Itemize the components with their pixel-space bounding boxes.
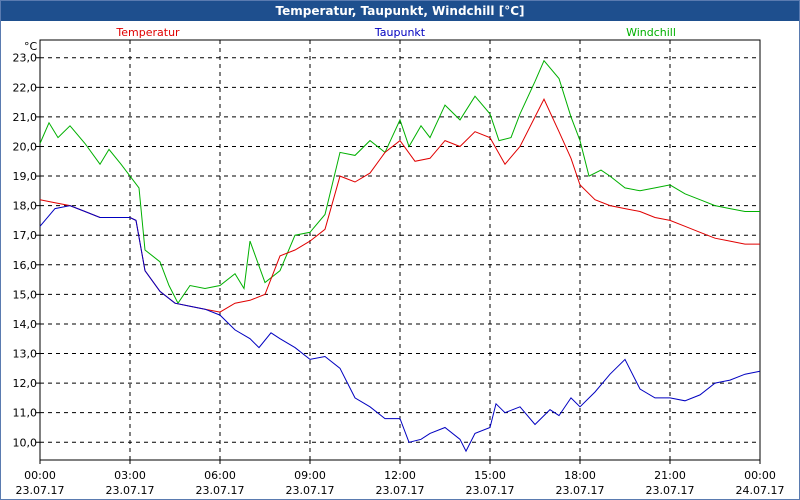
y-tick-label: 11,0 xyxy=(13,407,38,420)
x-tick-time: 21:00 xyxy=(654,469,686,482)
x-tick-time: 12:00 xyxy=(384,469,416,482)
x-tick-date: 23.07.17 xyxy=(16,484,65,497)
y-axis: 10,0 11,0 12,0 13,0 14,0 15,0 16,0 17,0 18,0 19,0… xyxy=(13,52,40,449)
y-tick-label: 13,0 xyxy=(13,348,38,361)
x-tick-date: 23.07.17 xyxy=(196,484,245,497)
x-tick-time: 15:00 xyxy=(474,469,506,482)
x-tick-date: 23.07.17 xyxy=(466,484,515,497)
x-tick-time: 09:00 xyxy=(294,469,326,482)
y-tick-label: 23,0 xyxy=(13,52,38,65)
series-line-taupunkt xyxy=(39,205,761,453)
y-tick-label: 20,0 xyxy=(13,140,38,153)
y-tick-label: 22,0 xyxy=(13,81,38,94)
legend: Temperatur Taupunkt Windchill xyxy=(115,26,676,39)
legend-entry-windchill: Windchill xyxy=(626,26,676,39)
x-tick-time: 00:00 xyxy=(744,469,776,482)
grid xyxy=(40,40,760,460)
y-axis-label: °C xyxy=(24,40,38,53)
y-tick-label: 10,0 xyxy=(13,436,38,449)
series-line-windchill xyxy=(39,59,760,305)
x-tick-date: 23.07.17 xyxy=(556,484,605,497)
y-tick-label: 21,0 xyxy=(13,111,38,124)
chart-title: Temperatur, Taupunkt, Windchill [°C] xyxy=(1,1,799,21)
x-tick-date: 24.07.17 xyxy=(736,484,785,497)
x-tick-time: 03:00 xyxy=(114,469,146,482)
legend-entry-taupunkt: Taupunkt xyxy=(374,26,426,39)
y-tick-label: 12,0 xyxy=(13,377,38,390)
y-tick-label: 14,0 xyxy=(13,318,38,331)
x-tick-time: 18:00 xyxy=(564,469,596,482)
x-tick-date: 23.07.17 xyxy=(286,484,335,497)
x-tick-date: 23.07.17 xyxy=(106,484,155,497)
legend-entry-temperatur: Temperatur xyxy=(115,26,180,39)
x-tick-date: 23.07.17 xyxy=(376,484,425,497)
y-tick-label: 15,0 xyxy=(13,288,38,301)
y-tick-label: 19,0 xyxy=(13,170,38,183)
series-lines xyxy=(39,59,761,453)
x-axis: 00:00 23.07.17 03:00 23.07.17 06:00 23.07.17 0… xyxy=(16,460,785,497)
y-tick-label: 18,0 xyxy=(13,200,38,213)
y-tick-label: 17,0 xyxy=(13,229,38,242)
x-tick-time: 00:00 xyxy=(24,469,56,482)
x-tick-time: 06:00 xyxy=(204,469,236,482)
y-tick-label: 16,0 xyxy=(13,259,38,272)
x-tick-date: 23.07.17 xyxy=(646,484,695,497)
